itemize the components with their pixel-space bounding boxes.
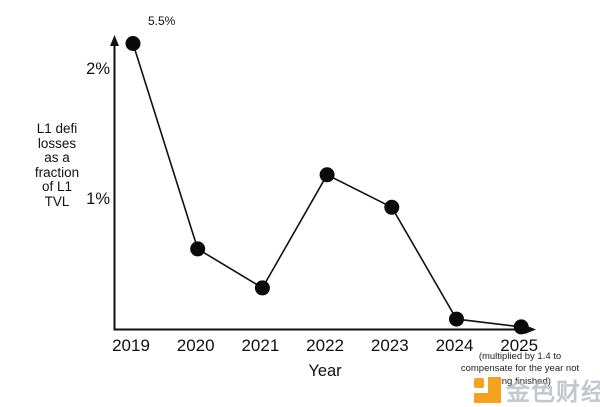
data-point-2024: [449, 311, 464, 327]
footnote-line: compensate for the year not: [460, 363, 580, 375]
footnote-2025: (multiplied by 1.4 to compensate for the…: [438, 351, 600, 388]
watermark-text: 金色财经: [506, 379, 600, 406]
logo-j-shape: [474, 377, 501, 403]
x-tick-label-2021: 2021: [241, 336, 280, 355]
data-point-2020: [190, 241, 206, 257]
y-tick-label-1pct: 1%: [86, 190, 110, 208]
point-annotation-2019: 5.5%: [148, 14, 176, 28]
y-tick-label-2pct: 2%: [86, 60, 110, 78]
y-axis-title-line: as a: [44, 150, 70, 165]
x-tick-label-2024: 2024: [435, 336, 474, 355]
data-point-2023: [384, 199, 400, 215]
x-tick-label-2023: 2023: [370, 336, 409, 355]
logo-square: [474, 378, 484, 388]
x-axis-title: Year: [308, 362, 342, 380]
y-axis-title-line: L1 defi: [36, 121, 78, 136]
y-axis-title-line: fraction: [34, 164, 80, 180]
x-tick-label-2025: 2025: [500, 336, 539, 355]
footnote-line: (multiplied by 1.4 to: [478, 351, 562, 362]
trend-line: [132, 43, 522, 328]
y-axis-title-line: TVL: [44, 193, 70, 209]
y-axis-title: L1 defi losses as a fraction of L1 TVL: [9, 121, 105, 209]
x-tick-label-2020: 2020: [176, 336, 215, 355]
data-point-2025: [513, 319, 529, 335]
data-point-2019: [125, 36, 141, 51]
y-axis-title-line: of L1: [41, 179, 73, 194]
y-axis-arrowhead: [110, 35, 119, 46]
watermark: 金色财经: [473, 370, 600, 406]
footnote-line: being finished): [489, 375, 551, 387]
x-tick-label-2019: 2019: [112, 336, 150, 355]
data-point-2022: [319, 167, 335, 183]
y-axis-title-line: losses: [37, 135, 77, 151]
jinse-finance-logo-icon: [474, 377, 501, 403]
data-point-2021: [254, 280, 270, 296]
x-tick-label-2022: 2022: [306, 336, 344, 355]
